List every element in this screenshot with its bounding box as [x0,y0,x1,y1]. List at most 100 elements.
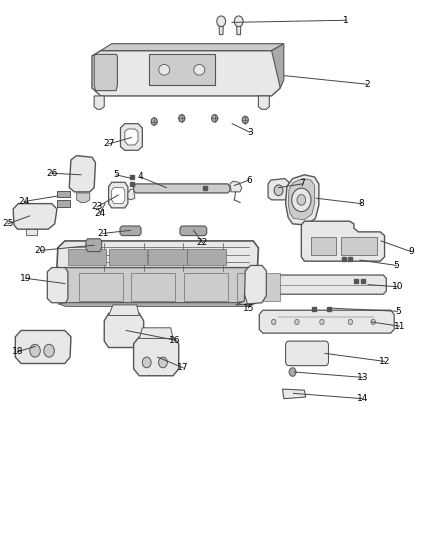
Bar [57,191,70,197]
Polygon shape [283,389,306,399]
Bar [68,249,106,265]
Bar [109,249,147,265]
Text: 24: 24 [94,209,106,217]
Polygon shape [94,54,117,91]
Text: 11: 11 [394,322,405,330]
Polygon shape [236,265,266,305]
Polygon shape [219,21,223,35]
Text: 21: 21 [97,229,109,238]
Polygon shape [341,237,377,255]
Polygon shape [134,337,179,376]
Circle shape [142,357,151,368]
Polygon shape [311,237,336,255]
Text: 26: 26 [46,169,57,177]
Circle shape [179,115,185,122]
Text: 3: 3 [247,128,253,136]
Polygon shape [58,303,256,306]
Polygon shape [184,273,228,301]
Polygon shape [268,179,289,200]
Circle shape [274,185,283,196]
Polygon shape [109,305,139,316]
Ellipse shape [194,64,205,75]
Polygon shape [112,188,125,204]
Polygon shape [56,268,258,303]
Polygon shape [237,273,280,301]
Polygon shape [94,96,104,109]
Polygon shape [86,239,102,252]
Polygon shape [109,182,128,208]
Circle shape [348,319,353,325]
Polygon shape [131,273,175,301]
Bar [57,200,70,207]
Text: 2: 2 [364,80,370,88]
Polygon shape [286,175,319,225]
Polygon shape [149,54,215,85]
Text: 9: 9 [408,247,414,256]
Text: 13: 13 [357,373,368,382]
Polygon shape [277,275,386,294]
Polygon shape [288,179,314,220]
Text: 5: 5 [393,261,399,270]
Ellipse shape [159,64,170,75]
Polygon shape [47,268,68,303]
Polygon shape [57,241,258,272]
Polygon shape [301,221,385,261]
Polygon shape [69,156,95,192]
Text: 22: 22 [197,238,208,247]
Text: 10: 10 [392,282,403,291]
Text: 7: 7 [299,180,305,188]
Polygon shape [237,21,241,35]
Polygon shape [101,44,284,51]
Text: 6: 6 [246,176,252,184]
Polygon shape [139,328,173,338]
Polygon shape [230,181,242,192]
Text: 23: 23 [92,203,103,211]
Text: 25: 25 [2,220,14,228]
Polygon shape [128,189,135,200]
Polygon shape [272,44,284,88]
Text: 20: 20 [35,246,46,255]
Text: 18: 18 [12,348,23,356]
Text: 4: 4 [138,173,143,181]
Text: 24: 24 [18,197,30,206]
Polygon shape [259,310,394,333]
Polygon shape [258,96,269,109]
Circle shape [217,16,226,27]
Text: 12: 12 [379,357,390,366]
Text: 16: 16 [169,336,180,344]
Circle shape [159,357,167,368]
Circle shape [212,115,218,122]
Text: 19: 19 [20,274,31,282]
Text: 14: 14 [357,394,368,403]
Text: 5: 5 [395,307,401,316]
Polygon shape [120,226,141,236]
Circle shape [320,319,324,325]
Text: 15: 15 [243,304,254,312]
Polygon shape [120,124,142,150]
Circle shape [371,319,375,325]
Bar [187,249,226,265]
Text: 1: 1 [343,16,349,25]
Polygon shape [26,229,37,235]
Polygon shape [180,226,207,236]
Polygon shape [134,184,230,193]
Circle shape [151,118,157,125]
Polygon shape [15,330,71,364]
Circle shape [289,368,296,376]
Polygon shape [79,273,123,301]
Circle shape [272,319,276,325]
Circle shape [30,344,40,357]
Polygon shape [92,51,280,96]
Text: 8: 8 [358,199,364,208]
Text: 17: 17 [177,364,189,372]
Circle shape [292,188,311,212]
Polygon shape [125,129,138,145]
Polygon shape [104,313,144,348]
Circle shape [297,195,306,205]
Circle shape [44,344,54,357]
FancyBboxPatch shape [286,341,328,366]
Bar [148,249,187,265]
Polygon shape [13,204,57,229]
Text: 5: 5 [113,171,119,179]
Circle shape [242,116,248,124]
